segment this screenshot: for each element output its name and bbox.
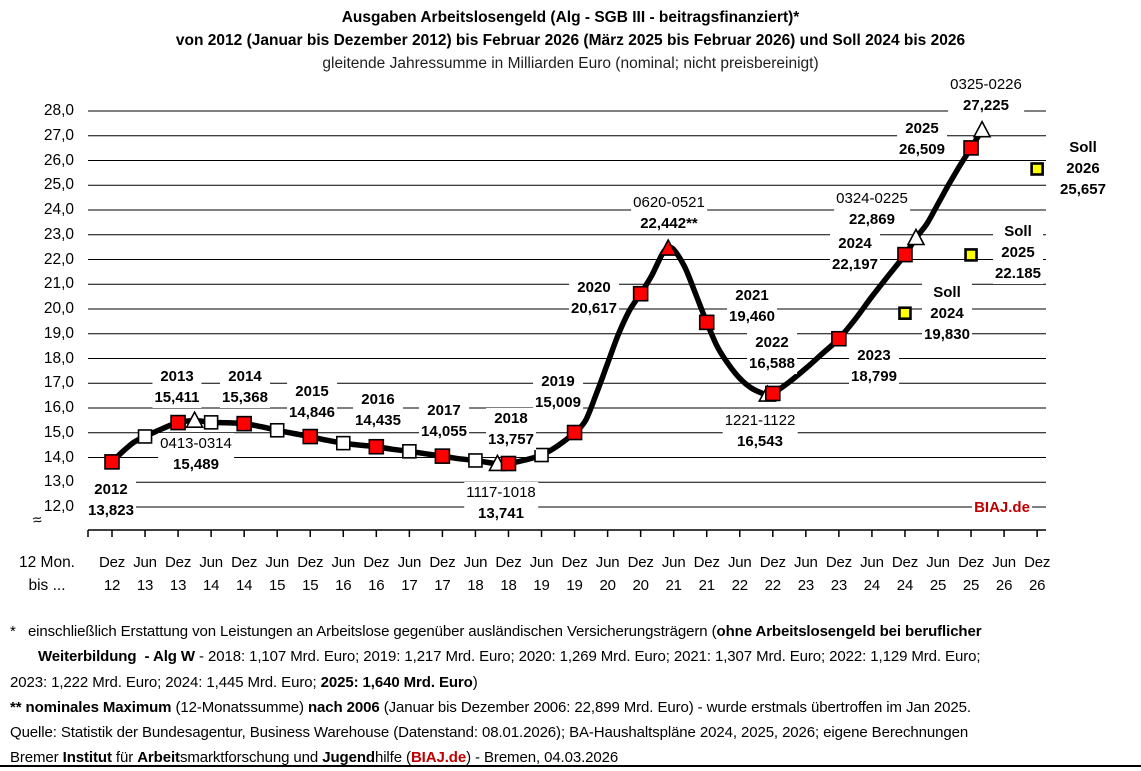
annotation-2018-13,757: 2018 13,757: [486, 408, 536, 450]
x-axis-caption-line2: bis ...: [28, 577, 66, 594]
footnotes-block: * einschließlich Erstattung von Leistung…: [10, 619, 1135, 771]
annotation-0324-0225-22,869: 0324-0225 22,869: [834, 188, 910, 230]
chart-subtitle: gleitende Jahressumme in Milliarden Euro…: [322, 55, 819, 72]
y-tick-26,0: 26,0: [43, 151, 74, 169]
annotation-2021-19,460: 2021 19,460: [727, 285, 777, 327]
annotation-2019-15,009: 2019 15,009: [533, 371, 583, 413]
annotation-2023-18,799: 2023 18,799: [849, 345, 899, 387]
annotation-2016-14,435: 2016 14,435: [353, 389, 403, 431]
annotation-2020-20,617: 2020 20,617: [569, 277, 619, 319]
x-tick-Jun-19: Jun 19: [529, 554, 554, 594]
footnote-line-1: * einschließlich Erstattung von Leistung…: [10, 623, 982, 640]
annotation-Soll-2025-22.185: Soll 2025 22.185: [993, 221, 1043, 284]
x-tick-Dez-20: Dez 20: [627, 554, 654, 594]
x-tick-Dez-23: Dez 23: [825, 554, 852, 594]
y-tick-23,0: 23,0: [43, 225, 74, 243]
y-tick-16,0: 16,0: [43, 399, 74, 416]
y-tick-21,0: 21,0: [43, 275, 74, 293]
annotation-Soll-2026-25,657: Soll 2026 25,657: [1058, 137, 1108, 200]
x-tick-Dez-18: Dez 18: [495, 554, 522, 594]
y-tick-19,0: 19,0: [43, 324, 74, 342]
y-tick-24,0: 24,0: [43, 201, 74, 218]
x-tick-Jun-14: Jun 14: [199, 554, 223, 594]
annotation-2015-14,846: 2015 14,846: [287, 381, 337, 423]
chart-title-line1: Ausgaben Arbeitslosengeld (Alg - SGB III…: [341, 9, 800, 26]
x-tick-Jun-25: Jun 25: [926, 554, 950, 594]
x-tick-Jun-20: Jun 20: [595, 554, 620, 594]
x-tick-Dez-25: Dez 25: [957, 554, 985, 594]
x-tick-Dez-21: Dez 21: [693, 554, 720, 594]
annotation-1117-1018-13,741: 1117-1018 13,741: [464, 482, 538, 524]
footnote-line-2: Weiterbildung - Alg W - 2018: 1,107 Mrd.…: [38, 648, 981, 666]
annotation-BIAJ.de: BIAJ.de: [972, 497, 1032, 518]
bottom-divider: [0, 765, 1141, 767]
annotation-1221-1122-16,543: 1221-1122 16,543: [722, 410, 798, 452]
footnote-line-5: Quelle: Statistik der Bundesagentur, Bus…: [10, 724, 969, 742]
y-tick-18,0: 18,0: [43, 349, 74, 367]
x-tick-Jun-22: Jun 22: [727, 554, 752, 594]
annotation-0325-0226-27,225: 0325-0226 27,225: [948, 74, 1024, 116]
x-tick-Jun-23: Jun 23: [794, 554, 818, 594]
x-tick-Dez-12: Dez 12: [98, 554, 126, 594]
x-tick-Dez-17: Dez 17: [429, 554, 456, 594]
annotation-Soll-2024-19,830: Soll 2024 19,830: [922, 282, 972, 345]
annotation-2022-16,588: 2022 16,588: [747, 332, 797, 374]
x-tick-Dez-15: Dez 15: [297, 554, 324, 594]
x-tick-Jun-21: Jun 21: [661, 554, 686, 594]
x-tick-Dez-19: Dez 19: [561, 554, 588, 594]
annotation-2014-15,368: 2014 15,368: [220, 366, 270, 408]
chart-title-block: Ausgaben Arbeitslosengeld (Alg - SGB III…: [0, 6, 1141, 75]
y-tick-17,0: 17,0: [43, 374, 74, 392]
y-tick-12,0: 12,0: [43, 498, 74, 515]
x-tick-Jun-18: Jun 18: [463, 554, 488, 594]
annotation-0413-0314-15,489: 0413-0314 15,489: [158, 433, 234, 475]
footnote-line-4: ** nominales Maximum (12-Monatssumme) na…: [10, 698, 971, 716]
annotation-2025-26,509: 2025 26,509: [897, 118, 947, 160]
x-tick-Jun-17: Jun 17: [397, 554, 422, 594]
annotation-2024-22,197: 2024 22,197: [830, 233, 880, 275]
x-tick-Jun-15: Jun 15: [265, 554, 289, 594]
x-tick-Dez-14: Dez 14: [231, 554, 258, 594]
y-tick-14,0: 14,0: [43, 448, 74, 466]
annotation-2013-15,411: 2013 15,411: [152, 366, 202, 408]
x-tick-Jun-16: Jun 16: [331, 554, 356, 594]
x-tick-Dez-22: Dez 22: [759, 554, 786, 594]
y-tick-27,0: 27,0: [43, 126, 74, 144]
x-tick-Jun-13: Jun 13: [133, 554, 157, 594]
x-tick-Dez-16: Dez 16: [363, 554, 390, 594]
y-tick-20,0: 20,0: [43, 300, 74, 317]
x-tick-Dez-26: Dez 26: [1024, 554, 1051, 594]
y-tick-25,0: 25,0: [43, 176, 74, 194]
annotation-2017-14,055: 2017 14,055: [419, 400, 469, 442]
x-tick-Jun-24: Jun 24: [860, 554, 884, 594]
y-tick-13,0: 13,0: [43, 473, 74, 491]
y-tick-15,0: 15,0: [43, 423, 74, 441]
x-tick-Jun-26: Jun 26: [992, 554, 1016, 594]
annotation-2012-13,823: 2012 13,823: [86, 479, 136, 521]
x-tick-Dez-13: Dez 13: [165, 554, 192, 594]
annotation-0620-0521-22,442**: 0620-0521 22,442**: [631, 192, 707, 234]
y-tick-22,0: 22,0: [43, 250, 74, 268]
y-tick-28,0: 28,0: [43, 102, 74, 119]
line-chart-canvas: [87, 110, 1046, 537]
x-axis-caption-line1: 12 Mon.: [18, 554, 75, 571]
footnote-line-3: 2023: 1,222 Mrd. Euro; 2024: 1,445 Mrd. …: [10, 673, 478, 691]
chart-title-line2: von 2012 (Januar bis Dezember 2012) bis …: [175, 32, 966, 49]
x-axis-caption: 12 Mon. bis ...: [6, 551, 88, 597]
x-tick-Dez-24: Dez 24: [891, 554, 918, 594]
footnote-line-6: Bremer Institut für Arbeitsmarktforschun…: [10, 749, 619, 767]
